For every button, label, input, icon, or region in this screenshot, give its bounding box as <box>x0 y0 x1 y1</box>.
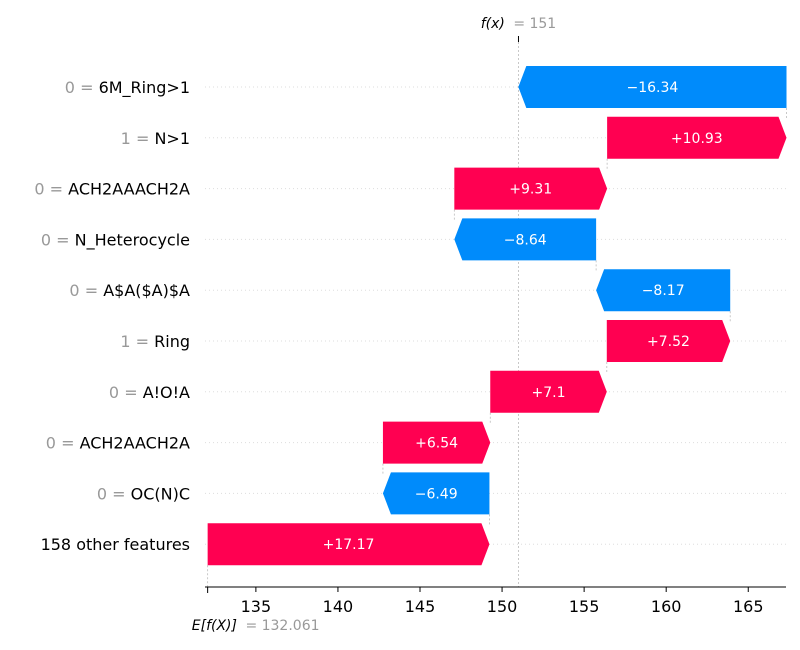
feature-value: 0 = <box>97 484 131 503</box>
feature-value: 0 = <box>46 434 80 453</box>
bar-value-label: +10.93 <box>671 131 723 147</box>
base-label: E[f(X)] = 132.061 <box>192 618 320 634</box>
feature-label: 0 = 6M_Ring>1 <box>65 78 190 98</box>
feature-label: 0 = ACH2AAACH2A <box>34 180 190 199</box>
base-label-name: E[f(X)] <box>192 618 237 634</box>
bar-value-label: +6.54 <box>415 436 458 452</box>
feature-name: A$A($A)$A <box>103 281 190 300</box>
bars: −16.34 +10.93 +9.31 −8.64 −8.17 +7.52 +7.1 +6.5… <box>207 66 787 566</box>
waterfall-bar <box>454 218 597 261</box>
x-axis: 135 140 145 150 155 160 165 <box>205 586 786 616</box>
feature-name: N>1 <box>154 129 190 148</box>
feature-name: A!O!A <box>143 383 190 402</box>
bar-value-label: +9.31 <box>509 182 552 198</box>
bar-value-label: +7.1 <box>532 385 566 401</box>
fx-label-value: = 151 <box>513 16 556 32</box>
feature-value: 0 = <box>69 281 103 300</box>
x-tick-label: 155 <box>569 597 600 616</box>
x-tick-label: 160 <box>651 597 682 616</box>
waterfall-bar <box>490 370 607 413</box>
bar-value-label: +7.52 <box>647 334 690 350</box>
x-tick-label: 145 <box>405 597 436 616</box>
waterfall-bar <box>382 421 491 464</box>
waterfall-bar <box>207 523 490 566</box>
feature-value: 0 = <box>65 78 99 97</box>
feature-name: OC(N)C <box>131 484 190 503</box>
feature-label: 158 other features <box>41 535 190 554</box>
feature-value: 0 = <box>34 180 68 199</box>
x-tick-label: 150 <box>487 597 518 616</box>
feature-name: N_Heterocycle <box>75 230 190 250</box>
waterfall-bar <box>606 320 731 362</box>
feature-value: 1 = <box>120 332 154 351</box>
x-tick-label: 165 <box>733 597 764 616</box>
feature-label: 0 = ACH2AACH2A <box>46 434 190 453</box>
fx-label: f(x) = 151 <box>481 16 557 32</box>
feature-label: 1 = N>1 <box>121 129 190 148</box>
bar-value-label: −6.49 <box>415 486 458 502</box>
bar-value-label: −8.17 <box>642 283 685 299</box>
feature-name: Ring <box>154 332 190 351</box>
waterfall-bar <box>454 167 608 210</box>
waterfall-bar <box>382 472 490 515</box>
feature-label: 0 = OC(N)C <box>97 484 190 503</box>
feature-name: ACH2AACH2A <box>80 434 190 453</box>
waterfall-bar <box>596 269 731 312</box>
bar-value-label: +17.17 <box>323 537 375 553</box>
bar-value-label: −8.64 <box>504 232 547 248</box>
bar-value-label: −16.34 <box>627 80 679 96</box>
feature-value: 1 = <box>121 129 155 148</box>
feature-name: ACH2AAACH2A <box>68 180 190 199</box>
feature-name: 158 other features <box>41 535 190 554</box>
base-label-value: = 132.061 <box>245 618 319 634</box>
feature-label: 0 = A$A($A)$A <box>69 281 190 300</box>
feature-value: 0 = <box>109 383 143 402</box>
x-tick-label: 135 <box>241 597 272 616</box>
x-tick-label: 140 <box>323 597 354 616</box>
feature-label: 1 = Ring <box>120 332 190 351</box>
waterfall-bar <box>607 116 787 159</box>
fx-label-name: f(x) <box>481 16 505 32</box>
feature-value: 0 = <box>41 230 75 249</box>
feature-label: 0 = N_Heterocycle <box>41 230 190 250</box>
feature-label: 0 = A!O!A <box>109 383 190 402</box>
feature-name: 6M_Ring>1 <box>99 78 190 98</box>
waterfall-bar <box>518 66 787 108</box>
